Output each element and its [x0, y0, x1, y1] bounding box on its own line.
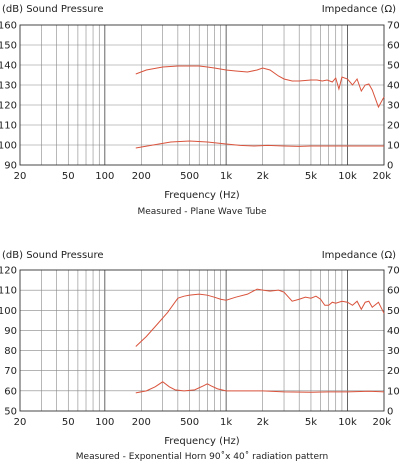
y2-tick-label: 10: [387, 141, 400, 152]
y-tick-label: 160: [0, 21, 17, 32]
x-tick-label: 1k: [220, 171, 232, 182]
y-tick-label: 70: [4, 366, 17, 377]
y-tick-label: 110: [0, 286, 17, 297]
y2-tick-label: 10: [387, 386, 400, 397]
x-tick-label: 5k: [305, 417, 317, 428]
y2-tick-label: 60: [387, 41, 400, 52]
y2-tick-label: 20: [387, 366, 400, 377]
y-tick-label: 140: [0, 61, 17, 72]
y-tick-label: 110: [0, 121, 17, 132]
x-tick-label: 50: [62, 171, 75, 182]
impedance-series-line: [135, 381, 385, 394]
y2-tick-label: 40: [387, 326, 400, 337]
impedance-series-line: [135, 140, 384, 149]
x-tick-label: 5k: [305, 171, 317, 182]
x-tick-label: 200: [132, 417, 151, 428]
y2-tick-label: 30: [387, 101, 400, 112]
chart-1-ticks: 90 100 110 120 130 140 150 160 0 10 20 30 40 50 60 70 20…: [0, 21, 400, 183]
x-tick-label: 500: [180, 417, 199, 428]
y-tick-label: 100: [0, 141, 17, 152]
y-tick-label: 100: [0, 306, 17, 317]
y-tick-label: 120: [0, 101, 17, 112]
x-tick-label: 200: [132, 171, 151, 182]
x-tick-label: 20k: [372, 417, 391, 428]
x-tick-label: 20k: [372, 171, 391, 182]
x-tick-label: 20: [14, 171, 27, 182]
chart-1-ylabel: (dB) Sound Pressure: [2, 4, 104, 15]
chart-2-frame: [19, 269, 385, 412]
y-tick-label: 60: [4, 386, 17, 397]
chart-2-y2label: Impedance (Ω): [322, 250, 396, 261]
y-tick-label: 90: [4, 161, 17, 172]
y2-tick-label: 0: [387, 407, 393, 418]
chart-1-title: Measured - Plane Wave Tube: [137, 207, 267, 217]
y2-tick-label: 40: [387, 81, 400, 92]
x-tick-label: 1k: [220, 417, 232, 428]
sound-pressure-series-line: [135, 288, 385, 347]
x-tick-label: 10k: [338, 171, 357, 182]
chart-1: (dB) Sound Pressure Impedance (Ω) 901001…: [0, 4, 400, 217]
x-tick-label: 2k: [257, 171, 269, 182]
y-tick-label: 120: [0, 266, 17, 277]
chart-1-grid: [20, 25, 384, 165]
x-tick-label: 100: [95, 417, 114, 428]
y2-tick-label: 0: [387, 161, 393, 172]
x-tick-label: 50: [62, 417, 75, 428]
chart-1-y2label: Impedance (Ω): [322, 4, 396, 15]
y-tick-label: 80: [4, 346, 17, 357]
x-tick-label: 2k: [257, 417, 269, 428]
y-tick-label: 90: [4, 326, 17, 337]
chart-1-xlabel: Frequency (Hz): [164, 190, 240, 201]
x-tick-label: 500: [180, 171, 199, 182]
y2-tick-label: 50: [387, 61, 400, 72]
y2-tick-label: 70: [387, 266, 400, 277]
sound-pressure-series-line: [135, 65, 385, 109]
x-tick-label: 20: [14, 417, 27, 428]
y-tick-label: 130: [0, 81, 17, 92]
chart-1-frame: [19, 24, 385, 166]
y2-tick-label: 70: [387, 21, 400, 32]
x-tick-label: 10k: [338, 417, 357, 428]
chart-2-title: Measured - Exponential Horn 90˚x 40˚ rad…: [76, 451, 328, 462]
y2-tick-label: 20: [387, 121, 400, 132]
chart-2-series: [135, 288, 385, 394]
y-tick-label: 50: [4, 407, 17, 418]
chart-2: (dB) Sound Pressure Impedance (Ω) 50 60 70…: [0, 250, 400, 462]
y2-tick-label: 60: [387, 286, 400, 297]
x-tick-label: 100: [95, 171, 114, 182]
y2-tick-label: 30: [387, 346, 400, 357]
chart-2-grid: [20, 270, 384, 411]
chart-2-ylabel: (dB) Sound Pressure: [2, 250, 104, 261]
chart-1-series: [135, 65, 385, 149]
chart-2-xlabel: Frequency (Hz): [164, 436, 240, 447]
y2-tick-label: 50: [387, 306, 400, 317]
y-tick-label: 150: [0, 41, 17, 52]
